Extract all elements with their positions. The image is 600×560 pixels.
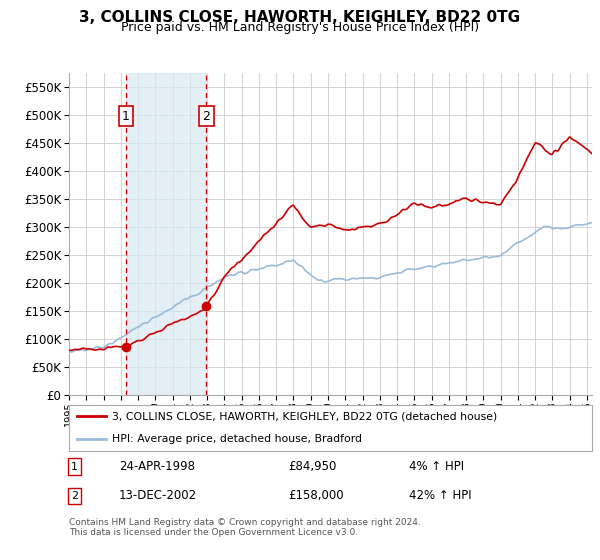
Text: 42% ↑ HPI: 42% ↑ HPI	[409, 489, 472, 502]
Text: HPI: Average price, detached house, Bradford: HPI: Average price, detached house, Brad…	[112, 435, 362, 444]
Text: 1: 1	[122, 110, 130, 123]
Text: Contains HM Land Registry data © Crown copyright and database right 2024.
This d: Contains HM Land Registry data © Crown c…	[69, 518, 421, 538]
Text: 24-APR-1998: 24-APR-1998	[119, 460, 195, 473]
Text: 2: 2	[202, 110, 210, 123]
Bar	[126, 73, 206, 395]
Text: 3, COLLINS CLOSE, HAWORTH, KEIGHLEY, BD22 0TG: 3, COLLINS CLOSE, HAWORTH, KEIGHLEY, BD2…	[79, 10, 521, 25]
Text: 4% ↑ HPI: 4% ↑ HPI	[409, 460, 464, 473]
Text: £84,950: £84,950	[289, 460, 337, 473]
Text: 1: 1	[71, 461, 78, 472]
Text: 13-DEC-2002: 13-DEC-2002	[119, 489, 197, 502]
Text: 3, COLLINS CLOSE, HAWORTH, KEIGHLEY, BD22 0TG (detached house): 3, COLLINS CLOSE, HAWORTH, KEIGHLEY, BD2…	[112, 412, 497, 421]
Text: 2: 2	[71, 491, 78, 501]
Text: £158,000: £158,000	[289, 489, 344, 502]
Text: Price paid vs. HM Land Registry's House Price Index (HPI): Price paid vs. HM Land Registry's House …	[121, 21, 479, 34]
